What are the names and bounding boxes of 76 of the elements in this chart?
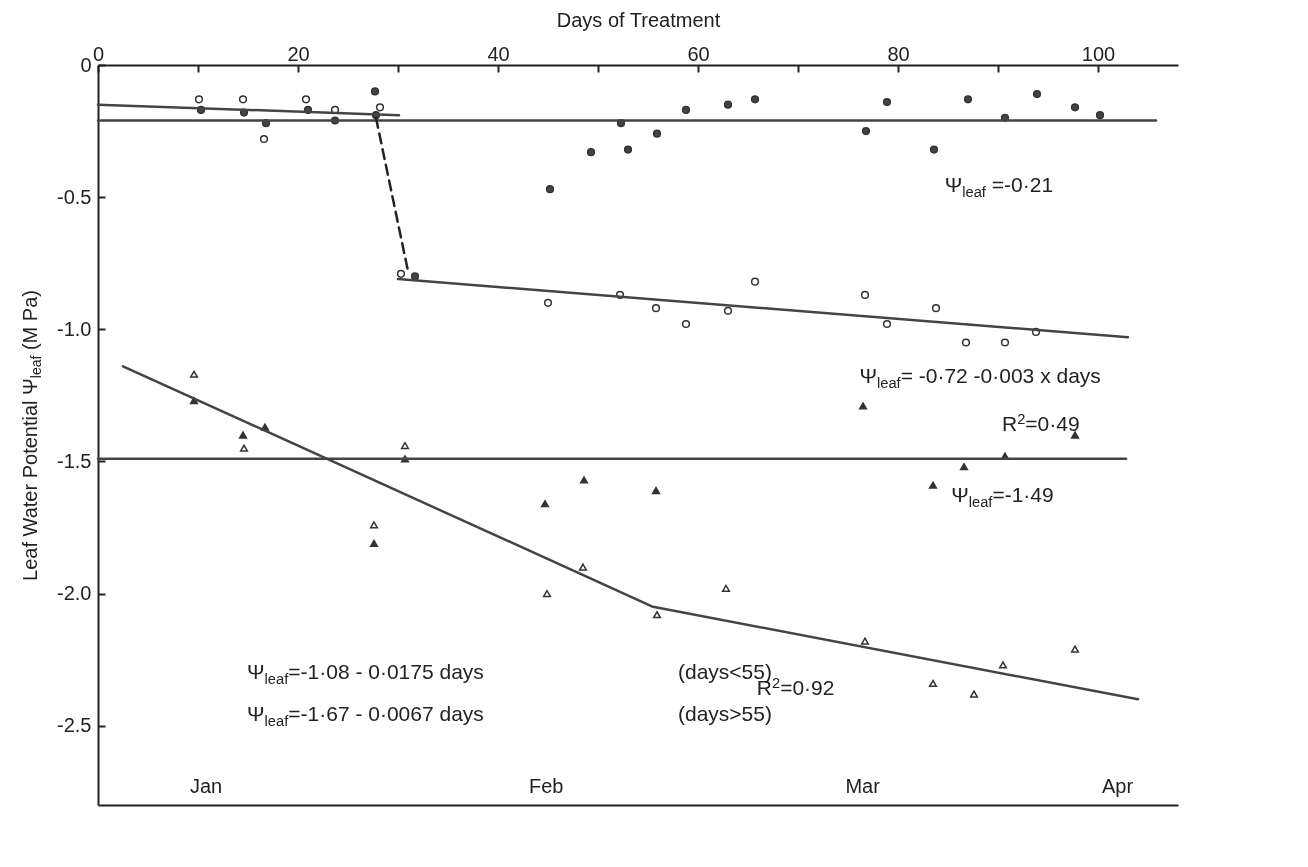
point xyxy=(681,319,691,329)
point xyxy=(969,690,979,698)
y-tick-label: -0.5 xyxy=(57,185,92,208)
x-tick-label: 20 xyxy=(287,42,310,65)
point xyxy=(963,95,973,104)
point xyxy=(1095,111,1105,120)
y-tick-label: -1.5 xyxy=(57,449,92,472)
point xyxy=(858,402,868,410)
point xyxy=(239,444,249,452)
point xyxy=(542,589,552,598)
y-tick-label: -1.0 xyxy=(57,317,92,340)
point xyxy=(1032,89,1042,99)
annotation: (days>55) xyxy=(677,702,772,726)
point xyxy=(861,126,871,136)
point xyxy=(238,431,248,439)
annotation: Ψ$_{leaf}$=-1·67 - 0·0067 days xyxy=(247,702,484,729)
point xyxy=(652,129,662,138)
point xyxy=(189,370,199,378)
annotation: Ψ$_{leaf}$= -0·72 -0·003 x days xyxy=(859,363,1101,391)
point xyxy=(928,481,938,489)
point xyxy=(540,500,550,508)
annotation: Feb xyxy=(528,774,564,797)
point xyxy=(723,100,733,109)
annotation: Mar xyxy=(845,774,881,797)
point xyxy=(301,95,311,104)
point xyxy=(750,95,760,104)
annotation: Apr xyxy=(1101,774,1134,797)
point xyxy=(578,563,588,571)
annotation: Ψ$_{leaf}$=-1·08 - 0·0175 days xyxy=(247,659,484,687)
point xyxy=(400,441,410,450)
point xyxy=(928,679,938,688)
point xyxy=(651,304,661,313)
point xyxy=(1070,645,1080,653)
point xyxy=(931,304,941,313)
point xyxy=(959,463,969,471)
point xyxy=(721,584,731,592)
point xyxy=(860,637,870,645)
point xyxy=(545,185,555,194)
y-tick-label: -2.5 xyxy=(57,714,92,737)
point xyxy=(651,486,661,495)
point xyxy=(882,97,892,107)
point xyxy=(259,134,269,144)
point xyxy=(623,145,633,154)
point xyxy=(652,611,662,619)
point xyxy=(1070,431,1080,439)
point xyxy=(750,277,760,286)
point xyxy=(929,145,939,154)
point xyxy=(410,272,420,281)
point xyxy=(579,476,589,484)
point xyxy=(1070,103,1080,112)
point xyxy=(882,319,892,329)
point xyxy=(860,290,870,300)
point xyxy=(369,539,379,548)
point xyxy=(238,95,248,104)
point xyxy=(998,661,1008,669)
point xyxy=(369,521,379,529)
y-tick-label: -2.0 xyxy=(57,582,92,605)
point xyxy=(370,87,380,96)
point xyxy=(375,103,385,112)
annotation: Ψ$_{leaf}$=-1·49 xyxy=(951,482,1054,510)
x-tick-label: 40 xyxy=(487,42,510,65)
annotation: Jan xyxy=(189,774,223,797)
x-tick-label: 60 xyxy=(687,42,710,65)
x-tick-label: 80 xyxy=(887,42,910,65)
point xyxy=(961,338,971,347)
point xyxy=(396,269,406,278)
point xyxy=(194,95,204,104)
point xyxy=(586,148,596,157)
point xyxy=(723,306,733,315)
x-axis-title: Days of Treatment xyxy=(556,8,721,31)
x-tick-label: 100 xyxy=(1081,42,1116,65)
annotation: Ψ$_{leaf}$ =-0·21 xyxy=(944,173,1054,200)
annotation: R$^{2}$=0·49 xyxy=(1001,410,1080,435)
point xyxy=(1000,338,1010,347)
point xyxy=(543,298,553,307)
point xyxy=(681,105,691,115)
